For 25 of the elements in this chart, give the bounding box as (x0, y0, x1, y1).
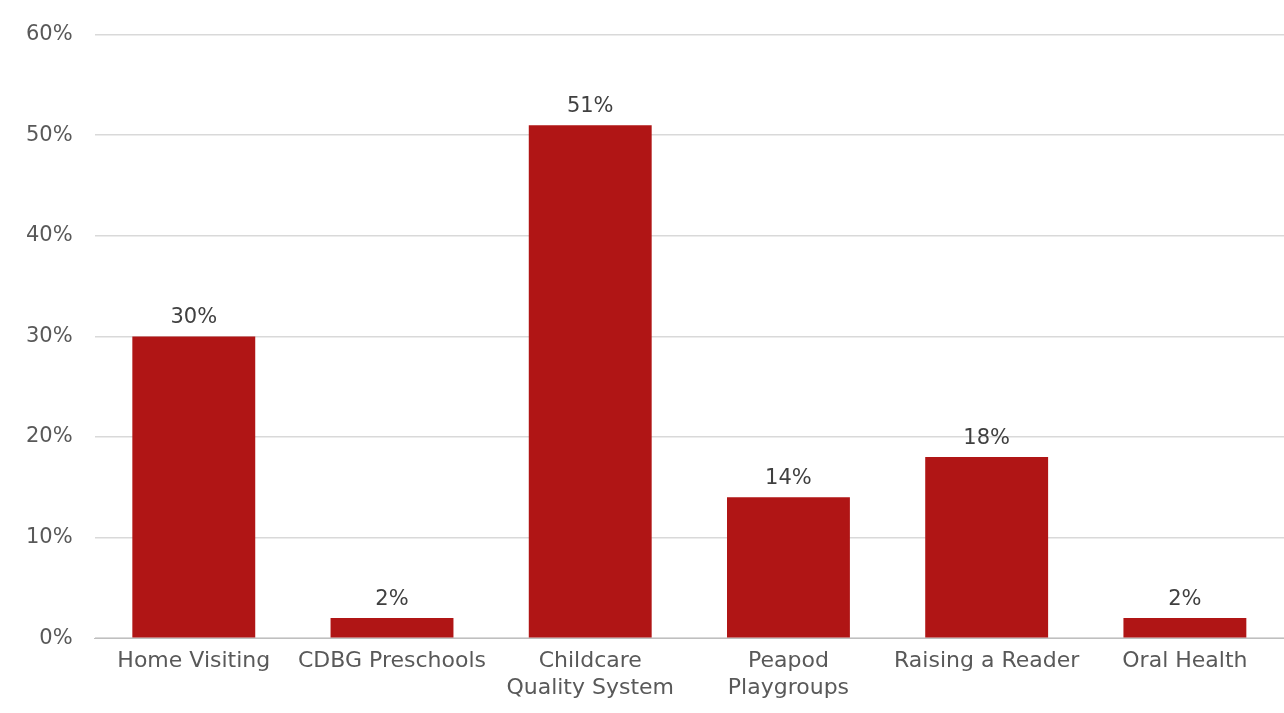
x-tick-label: Childcare Quality System (506, 647, 675, 699)
x-tick-label: Oral Health (1122, 647, 1248, 673)
data-label: 14% (765, 465, 812, 490)
data-label: 30% (170, 304, 218, 329)
y-tick-label: 20% (25, 423, 73, 448)
bar (1123, 618, 1247, 638)
bar (132, 336, 256, 638)
data-label: 2% (1168, 586, 1202, 611)
y-tick-label: 30% (25, 322, 73, 347)
y-tick-label: 50% (25, 121, 73, 146)
y-tick-label: 60% (25, 21, 73, 46)
data-label: 18% (963, 425, 1011, 450)
bar (528, 125, 652, 638)
y-tick-label: 0% (39, 624, 73, 649)
bar (925, 457, 1049, 638)
y-tick-label: 10% (25, 524, 73, 549)
data-label: 2% (375, 586, 409, 611)
data-label: 51% (566, 93, 614, 118)
y-tick-label: 40% (25, 222, 73, 247)
bar (727, 497, 850, 638)
x-tick-label: Peapod Playgroups (727, 647, 850, 699)
bar (330, 618, 454, 638)
x-tick-label: CDBG Preschools (297, 647, 487, 673)
x-tick-label: Raising a Reader (894, 647, 1081, 673)
x-tick-label: Home Visiting (117, 647, 271, 673)
